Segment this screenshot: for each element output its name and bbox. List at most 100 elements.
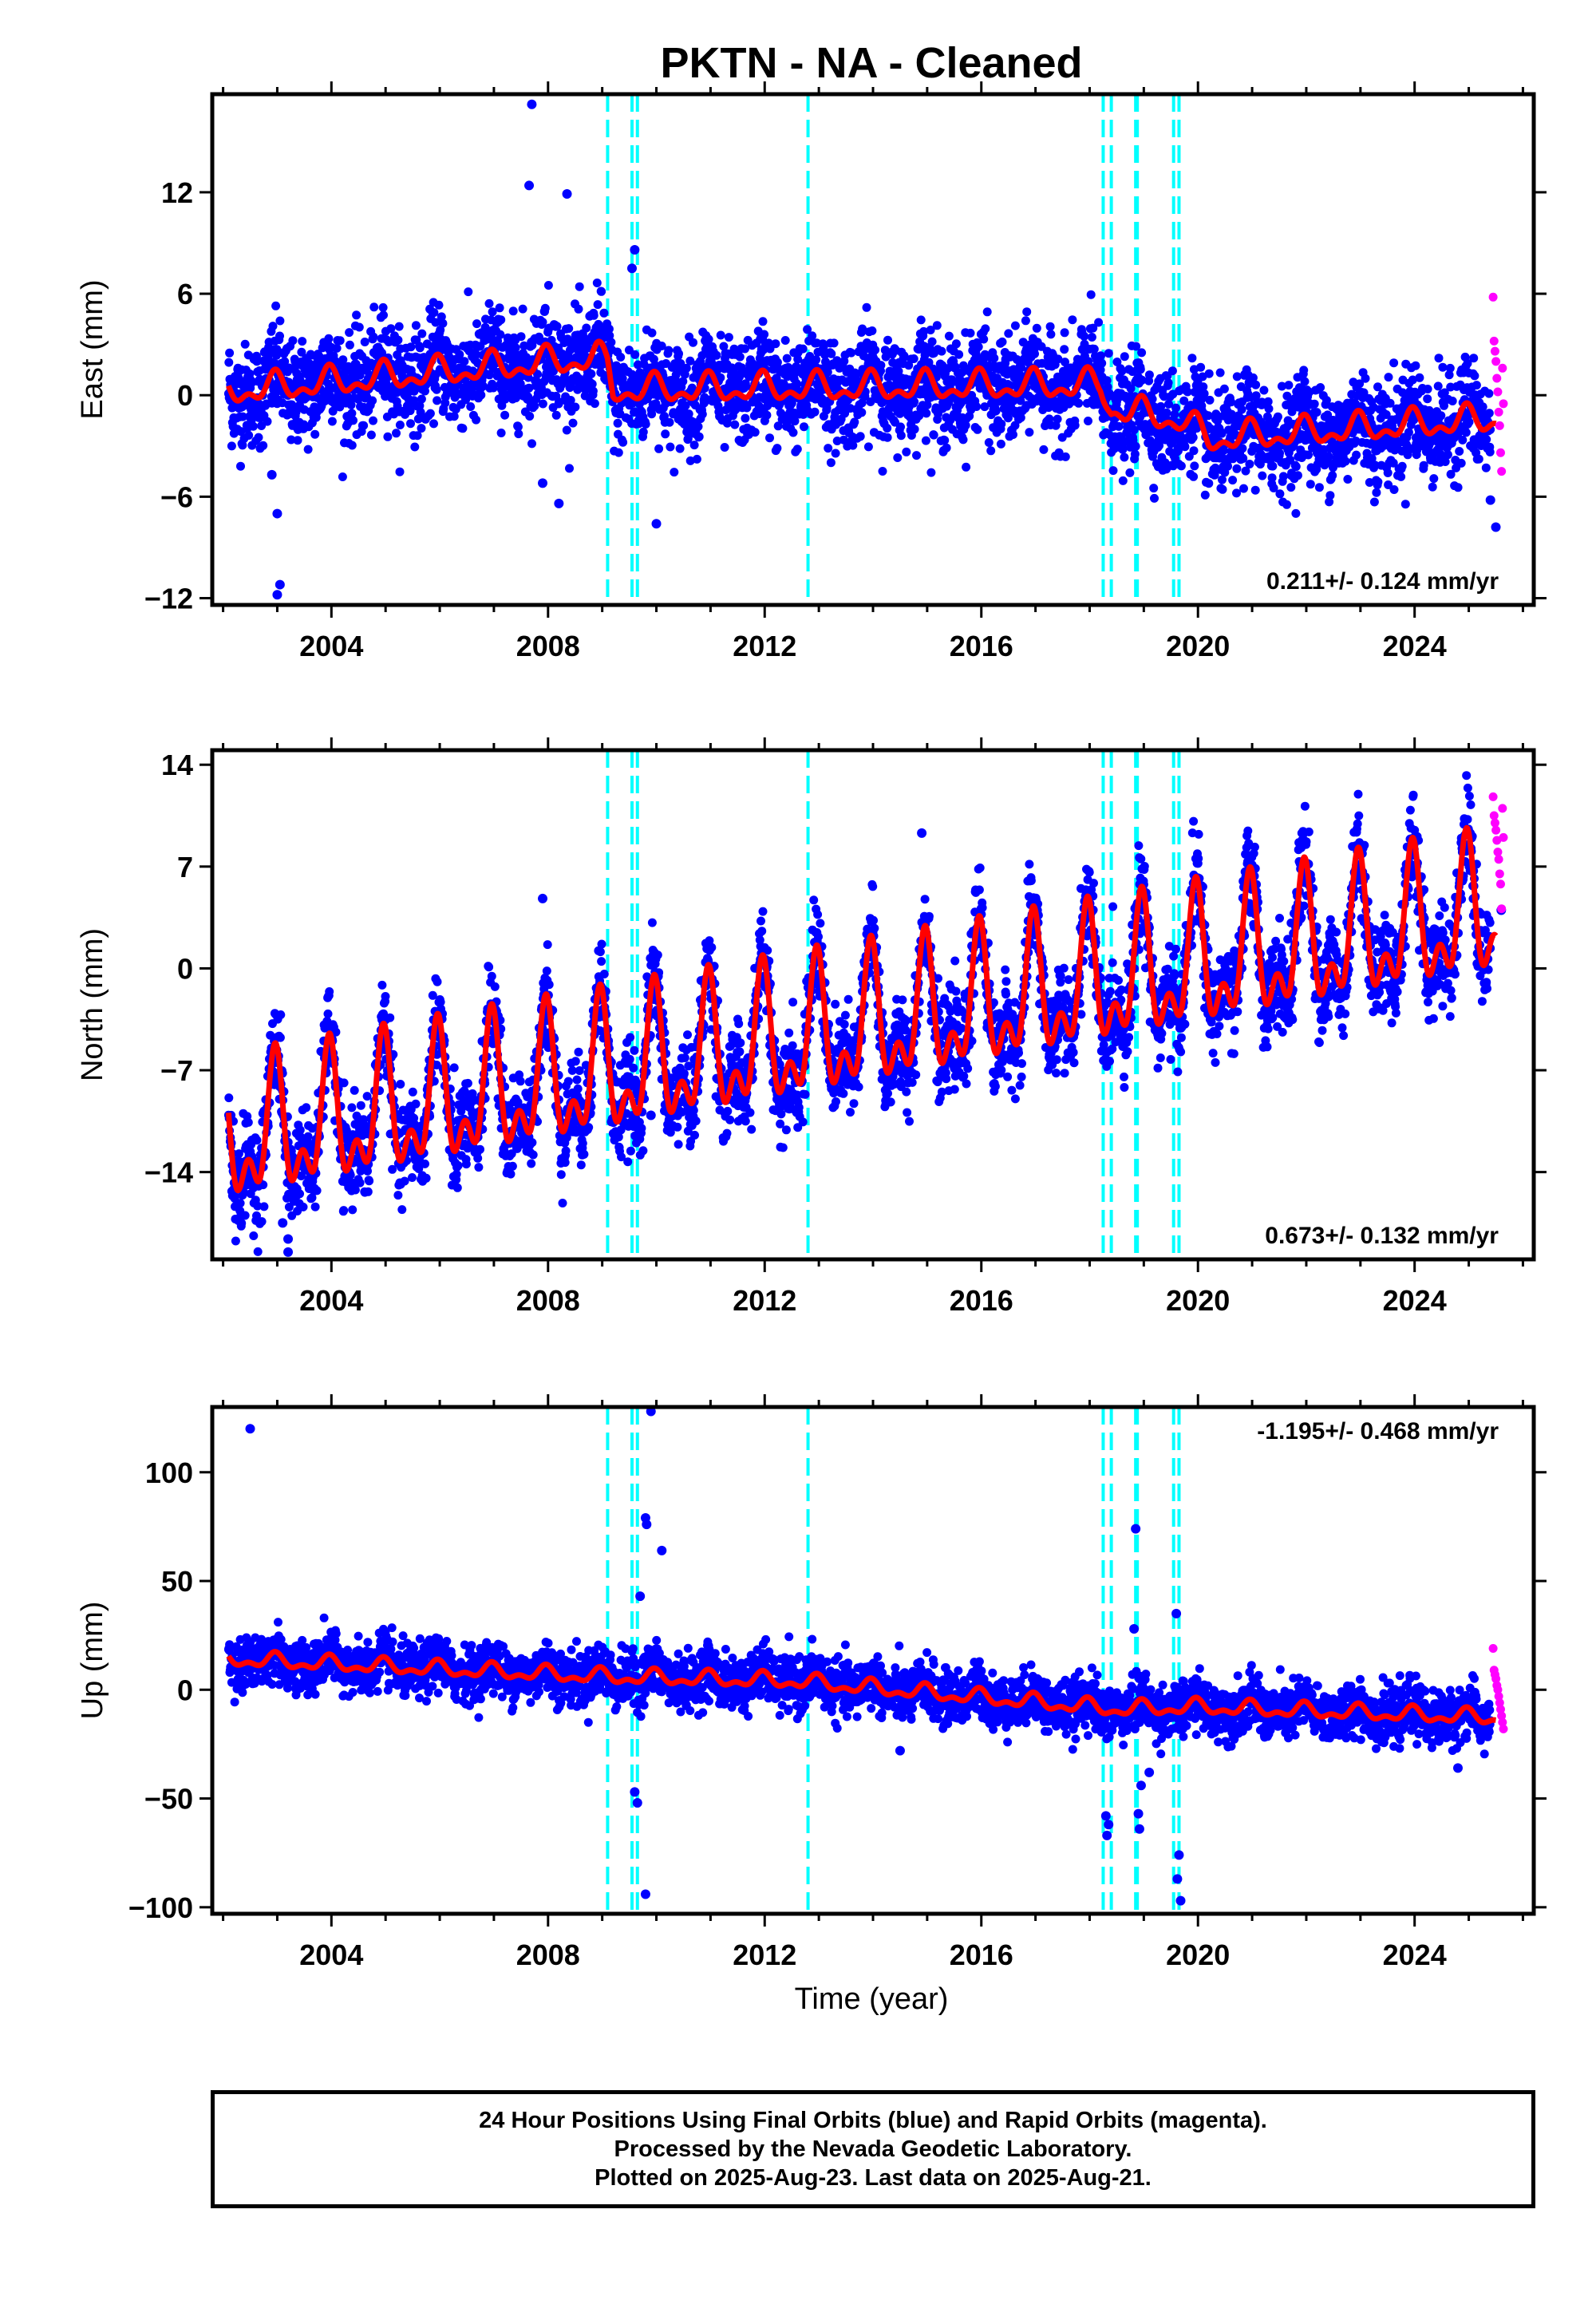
x-tick-label: 2020 <box>1166 630 1230 662</box>
final-point <box>325 987 334 996</box>
final-point <box>417 329 427 338</box>
final-point <box>1238 453 1248 463</box>
final-point <box>1211 409 1221 419</box>
final-point <box>377 980 387 990</box>
final-point <box>1205 395 1215 405</box>
final-point <box>910 425 919 434</box>
final-point <box>614 448 623 457</box>
final-point <box>824 444 833 453</box>
final-point <box>1060 328 1069 338</box>
final-point <box>1429 474 1439 484</box>
final-point <box>518 304 527 314</box>
final-point <box>1367 454 1377 463</box>
final-point <box>377 348 386 358</box>
rapid-point <box>1488 292 1498 302</box>
final-point <box>1096 366 1105 374</box>
final-point <box>1199 382 1208 392</box>
final-point <box>345 340 354 350</box>
final-point <box>1189 446 1199 456</box>
final-point <box>410 442 420 452</box>
final-point <box>352 310 361 320</box>
final-point <box>618 437 628 447</box>
final-point <box>1343 475 1353 484</box>
final-point <box>730 420 740 429</box>
final-point <box>1291 462 1301 472</box>
final-point <box>411 1099 421 1109</box>
final-point <box>287 400 297 409</box>
final-point <box>1126 384 1136 393</box>
final-point <box>1114 421 1124 431</box>
final-point <box>712 350 721 360</box>
final-point <box>355 1178 365 1188</box>
final-point <box>862 302 871 312</box>
final-point <box>303 445 313 454</box>
final-point <box>339 1206 349 1215</box>
final-point <box>252 357 262 366</box>
final-point <box>1293 471 1302 480</box>
final-point <box>1434 354 1444 363</box>
final-point <box>678 377 688 386</box>
final-point <box>1204 479 1214 488</box>
final-point <box>681 401 690 410</box>
final-point <box>257 1217 267 1227</box>
final-point <box>1155 441 1164 450</box>
final-point <box>1219 445 1229 455</box>
final-point <box>1118 476 1128 485</box>
final-point <box>359 421 369 430</box>
final-point <box>716 373 725 382</box>
final-point <box>848 441 858 450</box>
final-point <box>915 411 924 421</box>
final-point <box>883 335 892 345</box>
final-point <box>1213 416 1223 425</box>
final-point <box>1438 362 1448 372</box>
final-point <box>366 430 376 440</box>
final-point <box>750 428 760 437</box>
final-point <box>338 472 347 481</box>
final-point <box>1446 469 1456 479</box>
final-point <box>392 429 401 438</box>
final-point <box>847 348 856 358</box>
final-point <box>996 439 1005 449</box>
final-point <box>857 398 867 408</box>
final-point <box>434 300 444 310</box>
final-point <box>604 324 614 334</box>
final-point <box>472 415 481 425</box>
final-point <box>1183 387 1192 397</box>
final-point <box>408 1087 417 1097</box>
final-point <box>855 432 865 441</box>
final-point <box>694 432 704 441</box>
final-point <box>1373 382 1382 392</box>
outlier-point <box>1485 495 1495 505</box>
final-point <box>929 430 938 440</box>
rapid-point <box>1489 336 1499 346</box>
final-point <box>641 420 650 429</box>
final-point <box>1321 396 1331 405</box>
final-point <box>463 1078 472 1088</box>
final-point <box>298 1202 308 1211</box>
final-point <box>1306 480 1315 489</box>
final-point <box>1061 452 1070 461</box>
final-point <box>742 403 752 413</box>
final-point <box>919 326 928 336</box>
final-point <box>1397 461 1407 471</box>
final-point <box>1025 428 1034 437</box>
final-point <box>867 326 877 335</box>
final-point <box>1275 489 1285 499</box>
final-point <box>790 417 800 426</box>
final-point <box>516 379 525 389</box>
final-point <box>1167 366 1177 376</box>
final-point <box>275 331 284 341</box>
final-point <box>990 354 999 363</box>
final-point <box>1381 410 1391 419</box>
final-point <box>902 447 911 456</box>
final-point <box>1455 447 1464 456</box>
final-point <box>484 962 494 972</box>
final-point <box>243 1117 253 1127</box>
final-point <box>1232 488 1241 498</box>
final-point <box>826 458 836 468</box>
final-point <box>562 425 571 435</box>
final-point <box>671 370 681 380</box>
final-point <box>773 421 783 431</box>
final-point <box>681 363 691 373</box>
final-point <box>1021 316 1030 326</box>
